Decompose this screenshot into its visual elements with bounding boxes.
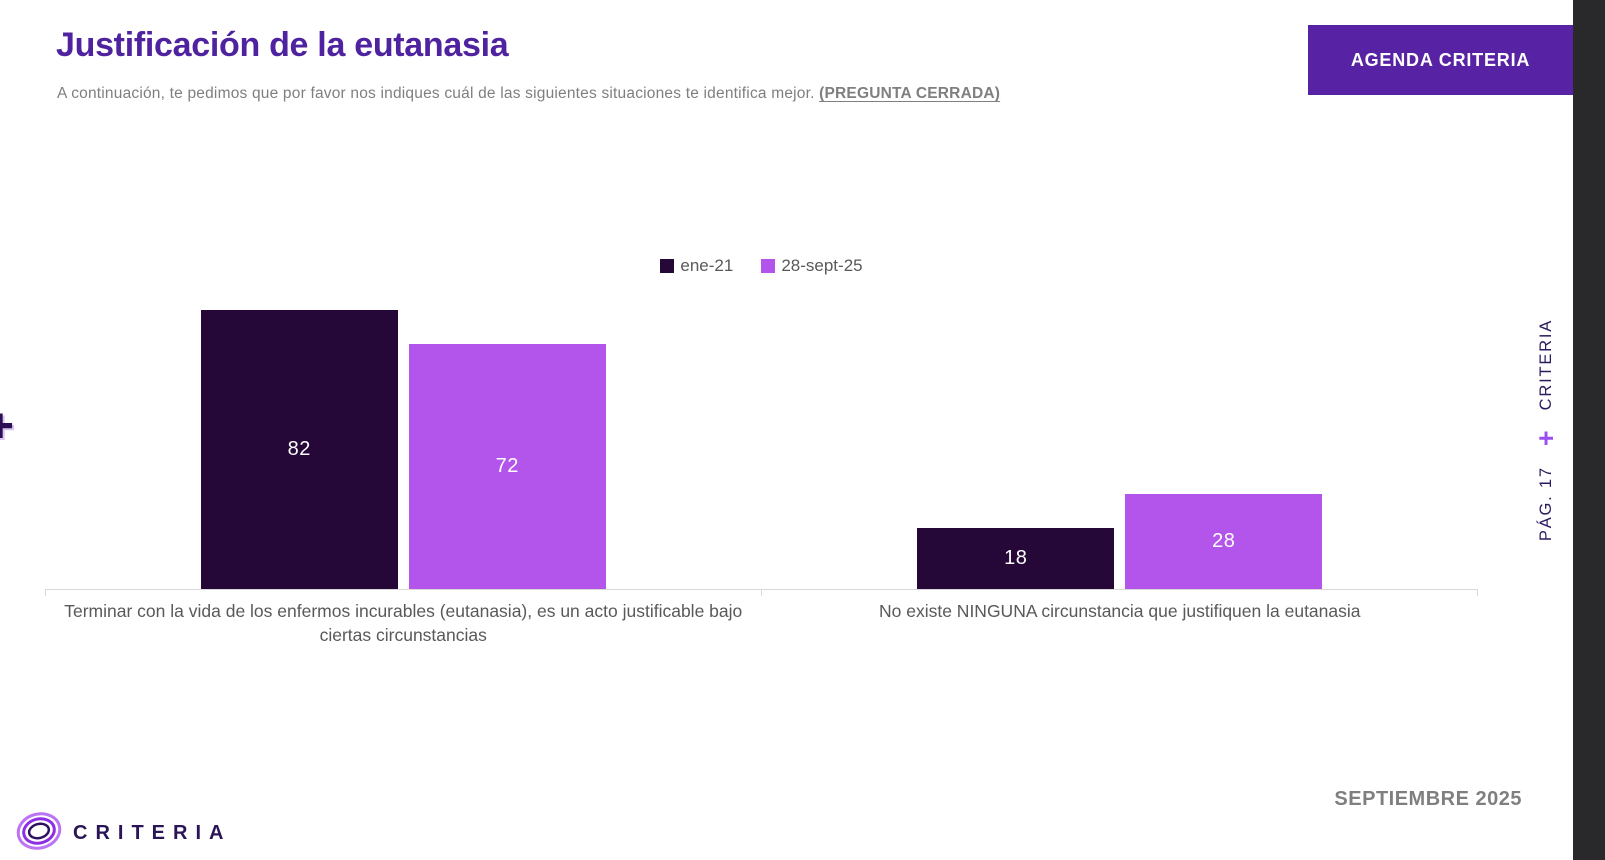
right-dark-strip: [1573, 0, 1605, 860]
bar-ene-21-cat-2: 18: [917, 527, 1115, 589]
axis-tick: [761, 590, 762, 596]
report-date-label: SEPTIEMBRE 2025: [1334, 788, 1522, 810]
subtitle-text: A continuación, te pedimos que por favor…: [57, 85, 820, 102]
legend-item-ene-21: ene-21: [660, 256, 733, 276]
subtitle-emphasis: (PREGUNTA CERRADA): [819, 85, 1001, 102]
axis-tick: [1477, 590, 1478, 596]
chart-legend: ene-21 28-sept-25: [45, 256, 1478, 276]
bar-chart: 82 72 18 28: [45, 240, 1478, 590]
bar-value-label: 28: [1212, 529, 1236, 552]
plus-icon: +: [1530, 430, 1561, 447]
category-group-1: 82 72: [45, 240, 762, 589]
legend-item-28-sept-25: 28-sept-25: [761, 256, 863, 276]
bar-value-label: 82: [287, 438, 311, 461]
bar-value-label: 72: [495, 455, 519, 478]
legend-label-ene-21: ene-21: [680, 256, 734, 275]
bar-value-label: 18: [1004, 546, 1028, 569]
brand-vertical-label: CRITERIA: [1536, 318, 1555, 411]
category-group-2: 18 28: [762, 240, 1479, 589]
vertical-page-brand: PÁG. 17 + CRITERIA: [1530, 310, 1561, 550]
bar-ene-21-cat-1: 82: [200, 310, 398, 589]
legend-swatch-ene-21: [660, 259, 675, 273]
edge-plus-icon: +: [0, 400, 15, 453]
subtitle: A continuación, te pedimos que por favor…: [57, 85, 1000, 103]
agenda-criteria-button[interactable]: AGENDA CRITERIA: [1308, 25, 1573, 95]
legend-label-28-sept-25: 28-sept-25: [781, 256, 863, 275]
bar-28-sept-25-cat-1: 72: [408, 344, 606, 589]
page-title: Justificación de la eutanasia: [56, 26, 509, 64]
bar-28-sept-25-cat-2: 28: [1125, 493, 1323, 589]
legend-swatch-28-sept-25: [761, 259, 776, 273]
axis-tick: [45, 590, 46, 596]
page-number-label: PÁG. 17: [1536, 466, 1555, 542]
criteria-logo-icon: [16, 812, 62, 850]
category-axis-labels: Terminar con la vida de los enfermos inc…: [45, 600, 1478, 647]
category-label-2: No existe NINGUNA circunstancia que just…: [879, 601, 1361, 621]
category-label-1: Terminar con la vida de los enfermos inc…: [64, 601, 743, 645]
criteria-logo-text: CRITERIA: [73, 822, 232, 844]
